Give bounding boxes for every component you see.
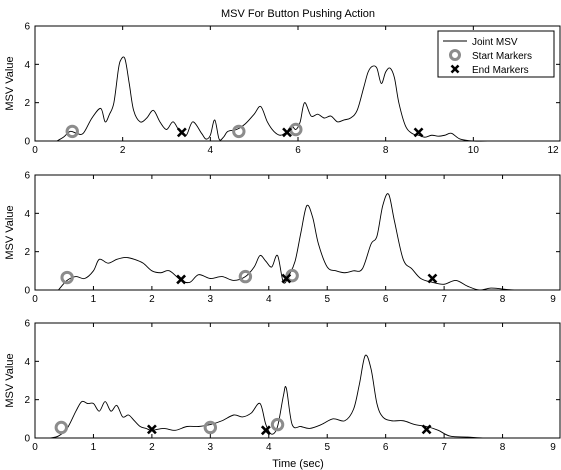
- end-marker: [282, 127, 292, 138]
- x-tick-label: 6: [383, 294, 389, 305]
- x-tick-label: 1: [91, 442, 97, 453]
- end-marker: [176, 127, 187, 138]
- joint-msv-line: [56, 56, 540, 142]
- x-axis-label: Time (sec): [272, 458, 324, 470]
- y-tick-label: 4: [24, 209, 30, 220]
- end-marker: [413, 127, 424, 138]
- y-tick-label: 6: [24, 171, 30, 182]
- x-tick-label: 12: [547, 145, 559, 156]
- x-tick-label: 9: [550, 294, 556, 305]
- joint-msv-line: [58, 193, 550, 291]
- x-tick-label: 0: [32, 294, 38, 305]
- y-tick-label: 6: [24, 22, 30, 33]
- x-tick-label: 4: [208, 145, 214, 156]
- start-marker: [203, 420, 218, 435]
- x-tick-label: 0: [32, 442, 38, 453]
- x-tick-label: 9: [550, 442, 556, 453]
- x-tick-label: 2: [149, 442, 155, 453]
- x-tick-label: 5: [324, 294, 330, 305]
- x-tick-label: 2: [120, 145, 126, 156]
- start-marker: [54, 420, 68, 435]
- x-tick-label: 4: [266, 294, 272, 305]
- x-tick-label: 4: [266, 442, 272, 453]
- x-tick-label: 7: [441, 294, 447, 305]
- legend-start-marker-icon: [449, 49, 461, 61]
- y-axis-label: MSV Value: [4, 205, 16, 259]
- end-marker: [421, 424, 432, 435]
- y-axis-label: MSV Value: [4, 353, 16, 407]
- x-tick-label: 3: [208, 442, 214, 453]
- y-tick-label: 0: [24, 137, 30, 148]
- end-marker: [427, 273, 438, 284]
- y-axis-label: MSV Value: [4, 56, 16, 110]
- axes-frame: [34, 322, 561, 439]
- legend-entry-label: Start Markers: [472, 51, 532, 62]
- joint-msv-line: [49, 354, 538, 439]
- x-tick-label: 8: [500, 442, 506, 453]
- x-tick-label: 7: [441, 442, 447, 453]
- start-marker: [232, 124, 246, 139]
- x-tick-label: 6: [295, 145, 301, 156]
- legend-box: [437, 30, 555, 78]
- axes-frame: [34, 174, 561, 291]
- x-tick-label: 8: [383, 145, 389, 156]
- y-tick-label: 4: [24, 357, 30, 368]
- x-tick-label: 0: [32, 145, 38, 156]
- y-tick-label: 4: [24, 60, 30, 71]
- legend: Joint MSV Start Markers End Markers: [437, 30, 555, 78]
- x-tick-label: 1: [91, 294, 97, 305]
- end-marker: [146, 424, 157, 435]
- legend-entry-label: End Markers: [472, 65, 529, 76]
- y-tick-label: 2: [24, 247, 30, 258]
- y-tick-label: 6: [24, 319, 30, 330]
- chart-title: MSV For Button Pushing Action: [221, 8, 375, 20]
- legend-entry-label: Joint MSV: [472, 37, 518, 48]
- start-marker: [65, 124, 79, 139]
- end-marker: [176, 274, 187, 285]
- legend-end-marker-icon: [450, 64, 460, 74]
- y-tick-label: 2: [24, 395, 30, 406]
- start-marker: [238, 269, 253, 284]
- y-tick-label: 0: [24, 286, 30, 297]
- end-marker: [281, 273, 292, 284]
- x-tick-label: 6: [383, 442, 389, 453]
- x-tick-label: 10: [468, 145, 480, 156]
- start-marker: [285, 268, 299, 283]
- subplot-2: 0 1 2 3 4 5 6 7 8 9 0 2 4 6 MSV Value: [4, 171, 561, 305]
- end-marker: [260, 425, 271, 436]
- subplot-1: 0 2 4 6 8 10 12 0 2 4 6 MSV Value: [4, 22, 561, 156]
- x-tick-label: 5: [324, 442, 330, 453]
- y-tick-label: 0: [24, 434, 30, 445]
- x-tick-label: 2: [149, 294, 155, 305]
- start-marker: [60, 270, 74, 285]
- subplot-3: 0 1 2 3 4 5 6 7 8 9 0 2 4 6 MSV Value: [4, 319, 561, 453]
- y-tick-label: 2: [24, 98, 30, 109]
- start-marker: [270, 417, 285, 432]
- x-tick-label: 8: [500, 294, 506, 305]
- x-tick-label: 3: [208, 294, 214, 305]
